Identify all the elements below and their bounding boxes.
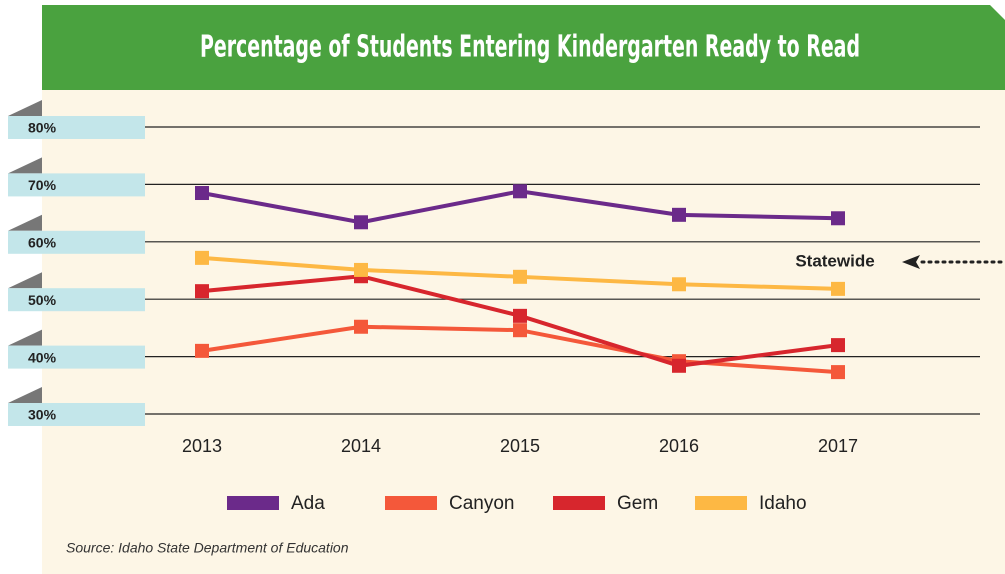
x-tick-label: 2014 [341,436,381,456]
tab-corner [8,100,42,116]
point [672,358,686,373]
tab-corner [8,387,42,403]
point [672,207,686,222]
y-tick-label: 40% [28,349,57,365]
arrow-head [902,255,920,269]
point [195,343,209,358]
point [354,262,368,277]
x-tick-label: 2017 [818,436,858,456]
tab-corner [8,272,42,289]
point [513,308,527,323]
point [195,284,209,299]
point [831,281,845,296]
tab [8,230,145,254]
chart-title: Percentage of Students Entering Kinderga… [200,30,860,65]
legend-swatch [227,496,279,510]
y-tick-label: 70% [28,177,57,193]
tab [8,173,145,197]
point [672,277,686,292]
tab-corner [8,157,42,174]
point [513,323,527,338]
y-tick-label: 30% [28,407,57,423]
point [831,211,845,226]
tab [8,288,145,312]
point [831,365,845,380]
x-tick-label: 2016 [659,436,699,456]
y-tick-label: 80% [28,120,57,136]
legend-label: Gem [617,493,658,514]
legend-label: Idaho [759,493,807,514]
y-tick-label: 50% [28,292,57,308]
y-tick-label: 60% [28,235,57,251]
point [195,186,209,201]
point [513,269,527,284]
x-tick-label: 2015 [500,436,540,456]
legend-swatch [385,496,437,510]
tab-corner [8,214,42,231]
tab [8,345,145,369]
x-tick-label: 2013 [182,436,222,456]
tab [8,403,145,426]
tab-corner [8,329,42,346]
title-band [42,5,1005,90]
legend-label: Ada [291,493,325,514]
point [354,215,368,230]
point [354,319,368,334]
legend-label: Canyon [449,493,515,514]
source: Source: Idaho State Department of Educat… [66,540,349,556]
legend-swatch [553,496,605,510]
tab [8,116,145,139]
legend-swatch [695,496,747,510]
point [513,184,527,199]
point [195,250,209,265]
annotation: Statewide [795,251,874,270]
point [831,338,845,353]
